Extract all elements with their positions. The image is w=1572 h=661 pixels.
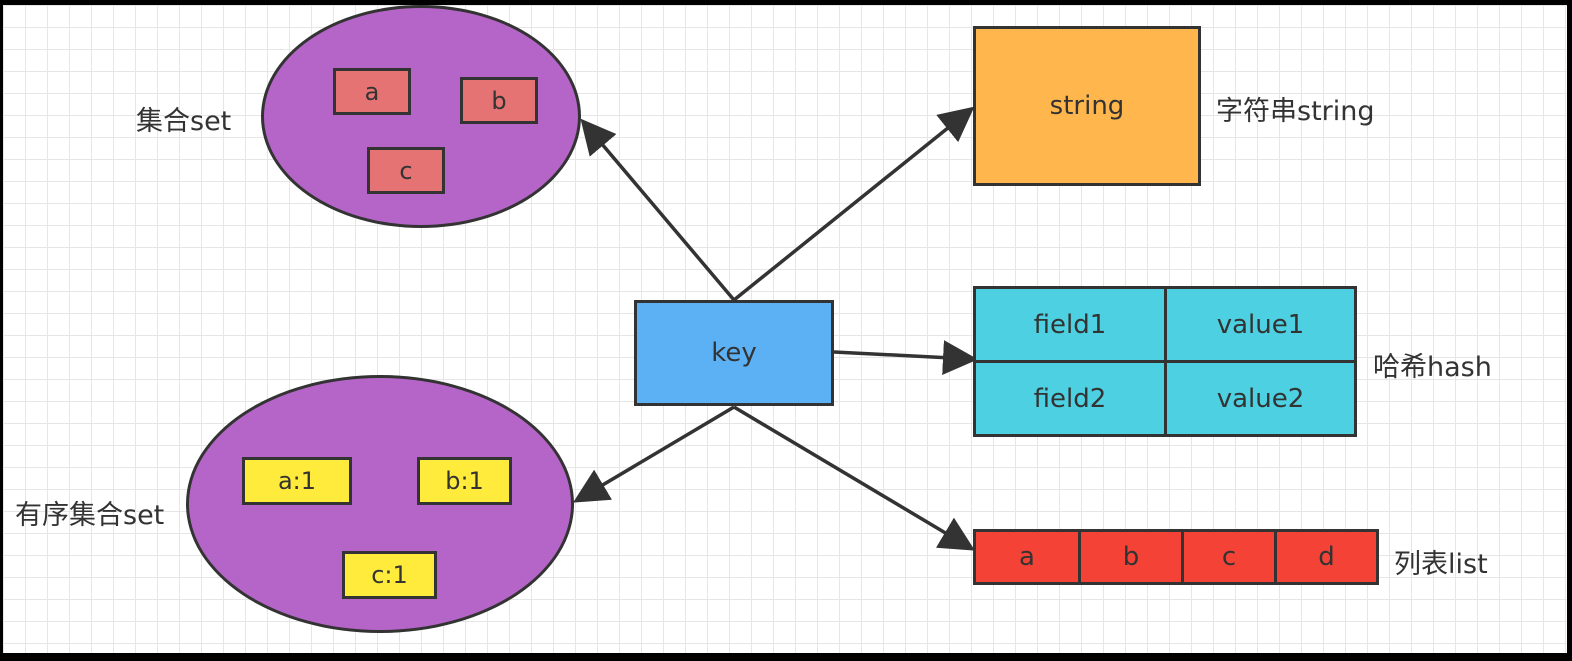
string-title: 字符串string xyxy=(1216,96,1375,127)
arrow-key-to-hash xyxy=(833,340,978,376)
hash-title: 哈希hash xyxy=(1373,352,1492,383)
zset-item-a: a:1 xyxy=(242,457,352,505)
list-divider-3 xyxy=(1274,532,1277,582)
key-box: key xyxy=(634,300,834,406)
set-title: 集合set xyxy=(136,106,232,137)
arrow-key-to-list xyxy=(733,405,976,551)
list-item-d: d xyxy=(1318,542,1335,572)
list-item-b: b xyxy=(1122,542,1140,572)
hash-field-1: field1 xyxy=(1033,309,1107,340)
list-title: 列表list xyxy=(1394,549,1488,580)
hash-value-2: value2 xyxy=(1216,383,1305,414)
list-item-c: c xyxy=(1221,542,1237,572)
hash-table: field1 value1 field2 value2 xyxy=(973,286,1357,437)
list-divider-2 xyxy=(1181,532,1184,582)
arrow-key-to-zset xyxy=(572,405,735,503)
list-item-a: a xyxy=(1019,542,1035,572)
key-label: key xyxy=(711,338,757,368)
zset-item-b: b:1 xyxy=(417,457,512,505)
set-item-a: a xyxy=(333,68,411,115)
zset-item-c: c:1 xyxy=(342,551,437,599)
set-item-b: b xyxy=(460,77,538,124)
arrow-key-to-set xyxy=(580,118,736,302)
arrow-key-to-string xyxy=(732,106,975,302)
hash-value-1: value1 xyxy=(1216,309,1305,340)
list-strip: a b c d xyxy=(973,529,1379,585)
hash-field-2: field2 xyxy=(1033,383,1107,414)
diagram-canvas: key 集合set a b c 有序集合set a:1 b:1 c:1 stri… xyxy=(3,5,1567,653)
zset-title: 有序集合set xyxy=(15,500,165,531)
arrows-layer xyxy=(572,106,978,551)
list-divider-1 xyxy=(1078,532,1081,582)
hash-row-divider xyxy=(976,360,1354,363)
string-box: string xyxy=(973,26,1201,186)
set-item-c: c xyxy=(367,147,445,194)
